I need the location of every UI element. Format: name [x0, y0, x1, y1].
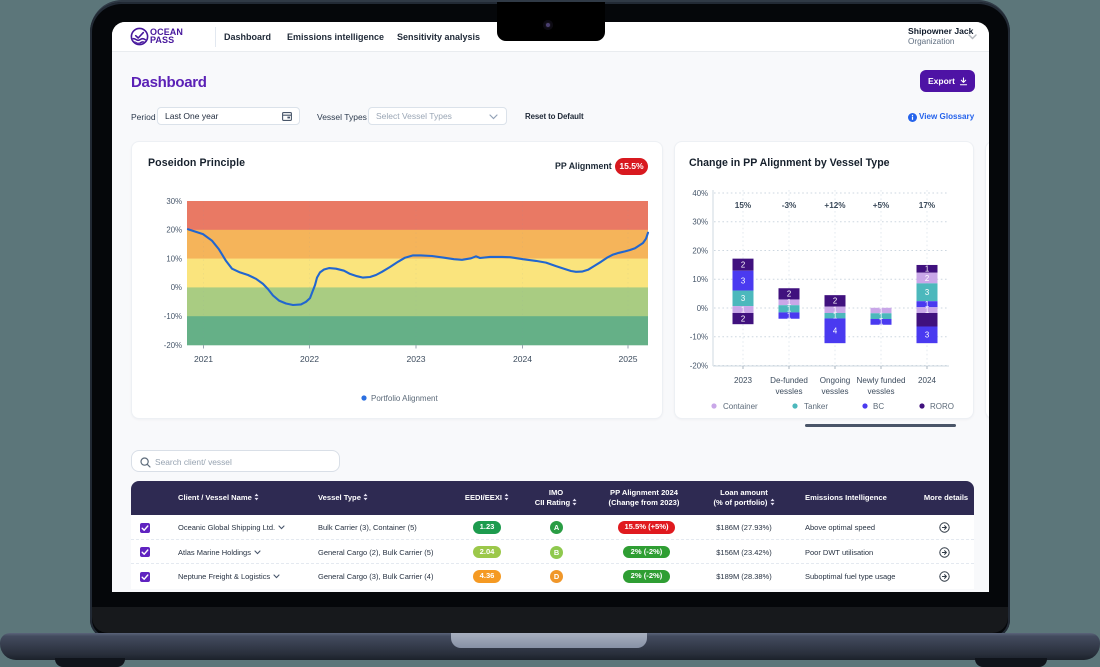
svg-text:3: 3	[741, 294, 745, 303]
svg-text:15%: 15%	[735, 201, 752, 210]
svg-text:1: 1	[741, 305, 745, 314]
svg-text:1: 1	[879, 318, 883, 327]
svg-text:17%: 17%	[919, 201, 936, 210]
svg-text:30%: 30%	[166, 197, 182, 206]
svg-text:-20%: -20%	[164, 341, 182, 350]
svg-text:2021: 2021	[194, 354, 213, 364]
svg-text:Ongoing: Ongoing	[820, 376, 851, 385]
svg-text:20%: 20%	[692, 246, 708, 255]
svg-text:1: 1	[787, 311, 791, 320]
svg-text:2023: 2023	[406, 354, 425, 364]
svg-text:2: 2	[925, 274, 929, 283]
svg-text:De-funded: De-funded	[770, 376, 808, 385]
svg-text:3: 3	[925, 331, 929, 340]
svg-text:Tanker: Tanker	[804, 402, 828, 411]
svg-text:+12%: +12%	[824, 201, 846, 210]
svg-text:Portfolio Alignment: Portfolio Alignment	[371, 394, 438, 403]
svg-text:0%: 0%	[171, 283, 182, 292]
svg-text:1: 1	[925, 265, 929, 274]
svg-text:2024: 2024	[513, 354, 532, 364]
svg-text:0%: 0%	[697, 304, 708, 313]
svg-text:1: 1	[879, 306, 883, 315]
svg-text:20%: 20%	[166, 226, 182, 235]
svg-text:RORO: RORO	[930, 402, 954, 411]
svg-text:vessles: vessles	[868, 387, 895, 396]
svg-text:2024: 2024	[918, 376, 937, 385]
svg-text:+5%: +5%	[873, 201, 890, 210]
svg-text:vessles: vessles	[822, 387, 849, 396]
svg-text:30%: 30%	[692, 218, 708, 227]
svg-text:10%: 10%	[166, 254, 182, 263]
svg-text:2: 2	[833, 297, 837, 306]
svg-text:1: 1	[787, 298, 791, 307]
svg-text:10%: 10%	[692, 275, 708, 284]
svg-text:1: 1	[925, 300, 929, 309]
svg-text:3: 3	[925, 288, 929, 297]
svg-text:Newly funded: Newly funded	[856, 376, 905, 385]
svg-text:2: 2	[741, 314, 745, 323]
svg-text:-10%: -10%	[690, 333, 708, 342]
svg-text:2022: 2022	[300, 354, 319, 364]
svg-text:1: 1	[833, 306, 837, 315]
svg-text:2: 2	[787, 290, 791, 299]
svg-text:2023: 2023	[734, 376, 753, 385]
svg-text:BC: BC	[873, 402, 884, 411]
svg-text:1: 1	[925, 306, 929, 315]
svg-text:40%: 40%	[692, 189, 708, 198]
svg-text:-10%: -10%	[164, 312, 182, 321]
svg-text:-3%: -3%	[782, 201, 797, 210]
svg-text:Container: Container	[723, 402, 758, 411]
svg-text:vessles: vessles	[776, 387, 803, 396]
svg-text:1: 1	[879, 312, 883, 321]
svg-text:4: 4	[833, 327, 838, 336]
svg-text:2: 2	[741, 260, 745, 269]
svg-text:2025: 2025	[618, 354, 637, 364]
svg-text:-20%: -20%	[690, 361, 708, 370]
svg-text:1: 1	[787, 305, 791, 314]
svg-text:3: 3	[741, 276, 745, 285]
svg-text:1: 1	[833, 312, 837, 321]
